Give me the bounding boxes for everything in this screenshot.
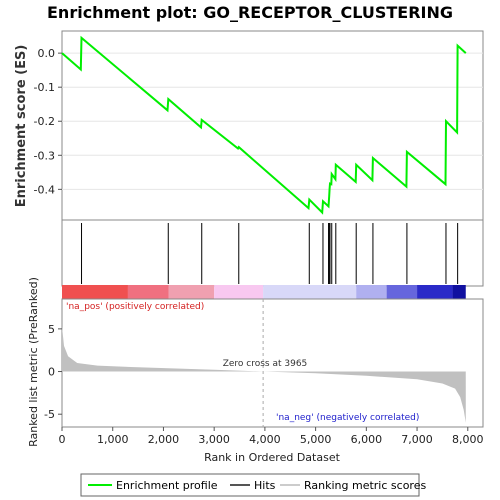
x-tick-label: 8,000 (452, 433, 484, 446)
ranking-metric-area (62, 326, 466, 423)
negative-correlation-label: 'na_neg' (negatively correlated) (276, 413, 419, 423)
zero-cross-label: Zero cross at 3965 (223, 359, 308, 369)
es-gridlines (62, 52, 483, 190)
metric-y-tick-label: 5 (48, 323, 55, 336)
metric-panel: 5 0 -5 Zero cross at 3965 'na_pos' (positi… (27, 277, 484, 464)
heat-bar-segment (214, 285, 264, 299)
legend-metric-label: Ranking metric scores (304, 479, 426, 492)
x-tick-label: 4,000 (249, 433, 281, 446)
x-ticks: 0 1,000 2,000 3,000 4,000 5,000 6,000 7,000 8,00… (59, 427, 484, 446)
x-tick-label: 0 (59, 433, 66, 446)
positive-correlation-label: 'na_pos' (positively correlated) (66, 302, 204, 312)
metric-y-tick-label: -5 (44, 408, 55, 421)
metric-y-axis-label: Ranked list metric (PreRanked) (27, 277, 40, 447)
heat-bar-segment (386, 285, 418, 299)
x-tick-label: 6,000 (351, 433, 383, 446)
metric-panel-frame (61, 298, 484, 428)
heat-bar-segment (127, 285, 169, 299)
chart-title: Enrichment plot: GO_RECEPTOR_CLUSTERING (47, 3, 453, 22)
heat-bar-segment (168, 285, 215, 299)
ranking-heat-bar (62, 285, 466, 299)
heat-bar-segment (263, 285, 357, 299)
x-axis-label: Rank in Ordered Dataset (204, 451, 341, 464)
es-y-ticks: 0.0 -0.1 -0.2 -0.3 -0.4 (34, 47, 62, 196)
es-y-tick-label: -0.3 (34, 149, 55, 162)
legend-profile-label: Enrichment profile (116, 479, 218, 492)
es-y-axis-label: Enrichment score (ES) (14, 45, 29, 208)
x-tick-label: 2,000 (148, 433, 180, 446)
x-tick-label: 3,000 (198, 433, 230, 446)
es-panel-frame (61, 30, 484, 221)
legend: Enrichment profile Hits Ranking metric s… (80, 473, 426, 497)
heat-bar-segment (62, 285, 128, 299)
legend-hits-label: Hits (254, 479, 276, 492)
heat-bar-segment (452, 285, 466, 299)
hit-markers (81, 223, 459, 284)
metric-y-tick-label: 0 (48, 366, 55, 379)
heat-bar-segment (417, 285, 453, 299)
es-y-tick-label: -0.1 (34, 81, 55, 94)
es-y-tick-label: -0.4 (34, 183, 55, 196)
x-tick-label: 7,000 (401, 433, 433, 446)
x-tick-label: 1,000 (97, 433, 129, 446)
heat-bar-segment (356, 285, 387, 299)
es-y-tick-label: 0.0 (38, 47, 56, 60)
hits-panel (61, 219, 484, 299)
x-tick-label: 5,000 (300, 433, 332, 446)
metric-y-ticks: 5 0 -5 (44, 323, 62, 421)
es-panel: 0.0 -0.1 -0.2 -0.3 -0.4 Enrichment score (ES… (14, 30, 484, 221)
enrichment-profile-line (61, 35, 467, 215)
es-y-tick-label: -0.2 (34, 115, 55, 128)
hits-panel-frame (61, 219, 484, 287)
